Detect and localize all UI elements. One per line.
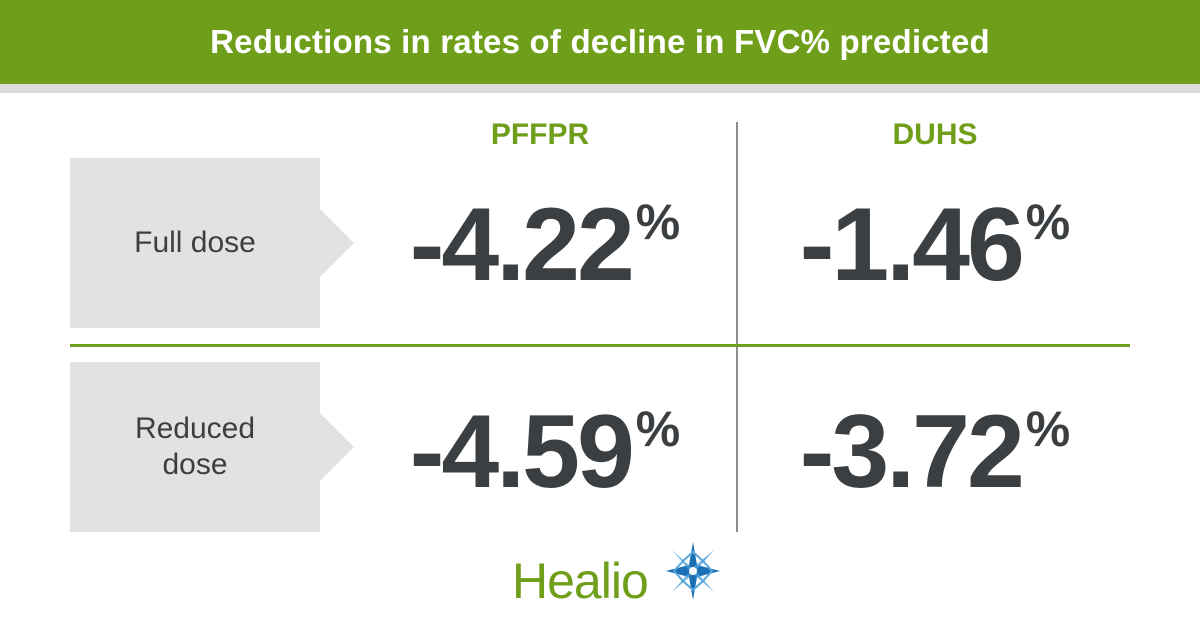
percent-sign: %	[635, 194, 681, 250]
column-divider	[736, 122, 738, 532]
value-number: -3.72	[799, 394, 1025, 510]
percent-sign: %	[635, 401, 681, 457]
value-number: -4.22	[409, 187, 635, 303]
value-reduced-dose-pffpr: -4.59%	[365, 392, 725, 512]
value-full-dose-pffpr: -4.22%	[365, 185, 725, 305]
row-label-line: dose	[162, 448, 228, 481]
value-number: -1.46	[799, 187, 1025, 303]
star-burst-icon	[666, 542, 720, 600]
value-full-dose-duhs: -1.46%	[755, 185, 1115, 305]
row-label-line: Reduced	[134, 412, 256, 445]
percent-sign: %	[1025, 194, 1071, 250]
healio-logo: Healio	[512, 540, 722, 610]
row-divider	[70, 344, 1130, 347]
column-header-duhs: DUHS	[892, 118, 978, 151]
logo-wordmark: Healio	[512, 553, 649, 609]
row-label-reduced-dose: Reduced dose	[70, 362, 354, 532]
value-number: -4.59	[409, 394, 635, 510]
title-underline	[0, 84, 1200, 93]
row-label-text: Full dose	[134, 226, 256, 259]
column-header-pffpr: PFFPR	[490, 118, 590, 151]
value-reduced-dose-duhs: -3.72%	[755, 392, 1115, 512]
chart-title: Reductions in rates of decline in FVC% p…	[210, 23, 990, 60]
percent-sign: %	[1025, 401, 1071, 457]
row-label-text: Reduced dose	[115, 411, 275, 483]
title-banner: Reductions in rates of decline in FVC% p…	[0, 0, 1200, 84]
row-label-full-dose: Full dose	[70, 158, 354, 328]
